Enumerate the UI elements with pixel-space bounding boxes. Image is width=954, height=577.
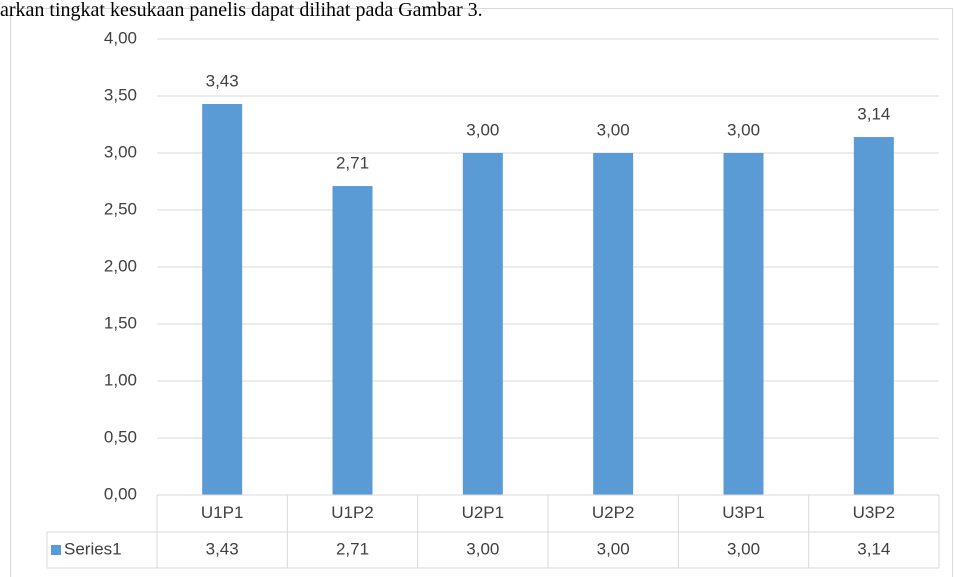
y-tick-label: 1,50 bbox=[104, 313, 137, 332]
table-value: 3,00 bbox=[466, 539, 499, 558]
x-tick-label: U3P1 bbox=[722, 503, 765, 522]
bar bbox=[853, 137, 894, 496]
y-tick-label: 1,00 bbox=[104, 370, 137, 389]
bar bbox=[332, 186, 373, 495]
page-text: arkan tingkat kesukaan panelis dapat dil… bbox=[0, 0, 483, 21]
x-tick-label: U1P1 bbox=[201, 503, 244, 522]
y-tick-label: 3,00 bbox=[104, 142, 137, 161]
table-value: 3,14 bbox=[857, 539, 890, 558]
bar bbox=[593, 153, 634, 495]
table-value: 3,00 bbox=[727, 539, 760, 558]
table-value: 2,71 bbox=[336, 539, 369, 558]
data-label: 3,14 bbox=[857, 105, 890, 124]
y-tick-label: 0,00 bbox=[104, 484, 137, 503]
data-label: 3,00 bbox=[597, 120, 630, 139]
y-tick-label: 4,00 bbox=[104, 28, 137, 47]
y-tick-label: 2,00 bbox=[104, 256, 137, 275]
bar bbox=[202, 103, 243, 495]
x-tick-label: U1P2 bbox=[331, 503, 374, 522]
table-value: 3,43 bbox=[206, 539, 239, 558]
y-tick-label: 3,50 bbox=[104, 85, 137, 104]
legend-label: Series1 bbox=[64, 539, 122, 558]
x-tick-label: U2P1 bbox=[462, 503, 505, 522]
bar bbox=[723, 153, 764, 495]
x-tick-label: U3P2 bbox=[853, 503, 896, 522]
x-tick-label: U2P2 bbox=[592, 503, 635, 522]
data-label: 2,71 bbox=[336, 154, 369, 173]
data-label: 3,00 bbox=[466, 120, 499, 139]
legend-key bbox=[51, 545, 61, 555]
y-tick-label: 2,50 bbox=[104, 199, 137, 218]
data-label: 3,43 bbox=[206, 71, 239, 90]
data-label: 3,00 bbox=[727, 120, 760, 139]
table-value: 3,00 bbox=[597, 539, 630, 558]
bar bbox=[462, 153, 503, 495]
page-strip bbox=[0, 0, 954, 8]
y-tick-label: 0,50 bbox=[104, 427, 137, 446]
